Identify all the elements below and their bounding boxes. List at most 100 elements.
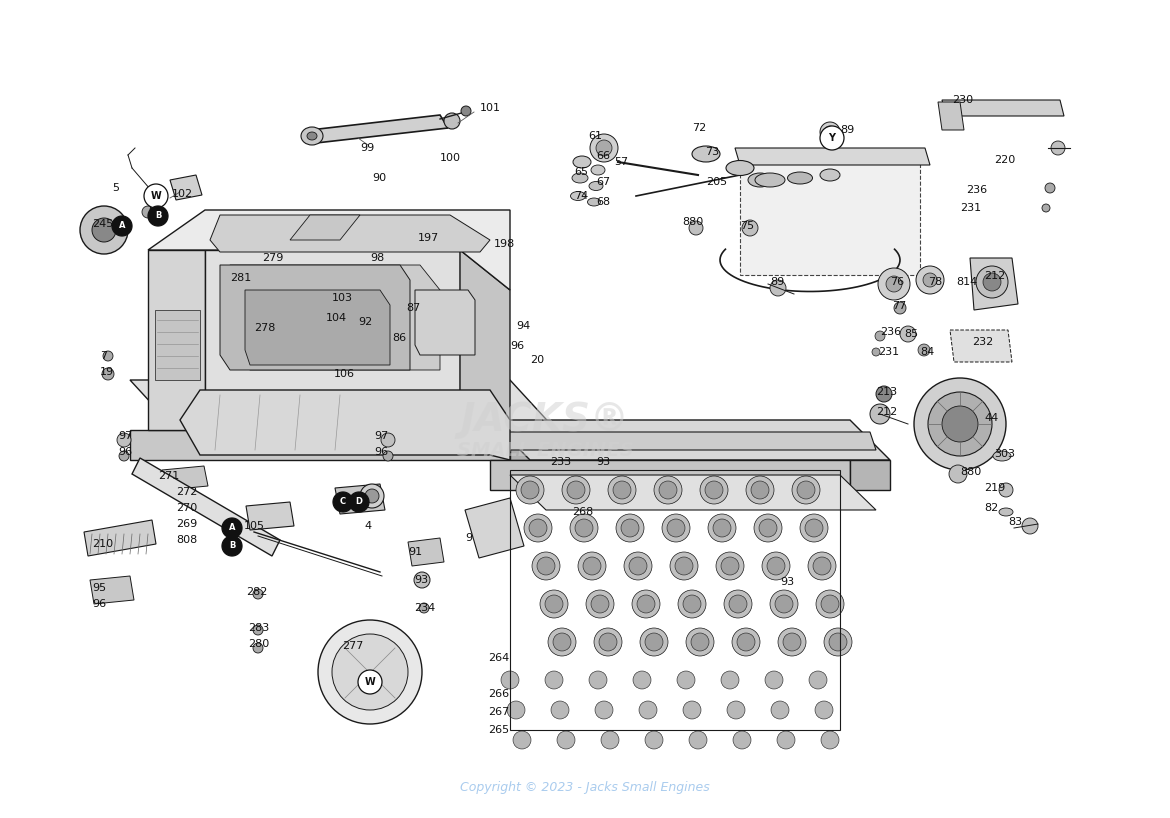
Circle shape xyxy=(708,514,736,542)
Circle shape xyxy=(824,126,837,138)
Circle shape xyxy=(770,590,798,618)
Circle shape xyxy=(923,273,937,287)
Circle shape xyxy=(821,595,839,613)
Polygon shape xyxy=(510,475,876,510)
Circle shape xyxy=(414,572,431,588)
Circle shape xyxy=(599,633,617,651)
Circle shape xyxy=(813,557,831,575)
Text: 74: 74 xyxy=(574,191,589,201)
Circle shape xyxy=(872,348,880,356)
Ellipse shape xyxy=(571,191,585,200)
Text: 220: 220 xyxy=(994,155,1016,165)
Circle shape xyxy=(830,633,847,651)
Polygon shape xyxy=(209,215,490,252)
Text: 86: 86 xyxy=(392,333,406,343)
Circle shape xyxy=(601,731,619,749)
Text: 233: 233 xyxy=(550,457,571,467)
Text: 230: 230 xyxy=(952,95,973,105)
Circle shape xyxy=(419,603,429,613)
Text: 231: 231 xyxy=(961,203,982,213)
Circle shape xyxy=(870,404,890,424)
Circle shape xyxy=(512,731,531,749)
Ellipse shape xyxy=(691,146,720,162)
Polygon shape xyxy=(460,250,510,430)
Text: SMALL ENGINES: SMALL ENGINES xyxy=(456,441,633,460)
Polygon shape xyxy=(849,460,890,490)
Text: 96: 96 xyxy=(118,447,132,457)
Text: 100: 100 xyxy=(440,153,461,163)
Circle shape xyxy=(545,595,563,613)
Circle shape xyxy=(746,476,775,504)
Polygon shape xyxy=(245,290,390,365)
Circle shape xyxy=(253,589,263,599)
Circle shape xyxy=(820,122,840,142)
Circle shape xyxy=(383,451,393,461)
Circle shape xyxy=(729,595,746,613)
Circle shape xyxy=(778,628,806,656)
Circle shape xyxy=(949,465,966,483)
Circle shape xyxy=(721,557,739,575)
Text: 808: 808 xyxy=(176,535,198,545)
Circle shape xyxy=(770,280,786,296)
Text: 98: 98 xyxy=(370,253,384,263)
Text: 67: 67 xyxy=(596,177,610,187)
Text: 57: 57 xyxy=(614,157,628,167)
Text: 245: 245 xyxy=(92,219,113,229)
Circle shape xyxy=(886,276,902,292)
Circle shape xyxy=(103,351,113,361)
Ellipse shape xyxy=(787,172,812,184)
Circle shape xyxy=(333,492,353,512)
Circle shape xyxy=(815,590,844,618)
Circle shape xyxy=(775,595,793,613)
Text: 264: 264 xyxy=(488,653,509,663)
Text: 106: 106 xyxy=(333,369,355,379)
Circle shape xyxy=(586,590,614,618)
Circle shape xyxy=(461,106,472,116)
Circle shape xyxy=(596,140,612,156)
Polygon shape xyxy=(147,250,205,430)
Circle shape xyxy=(570,514,598,542)
Text: 90: 90 xyxy=(372,173,386,183)
Circle shape xyxy=(147,206,168,226)
Text: 270: 270 xyxy=(176,503,198,513)
Text: 83: 83 xyxy=(1009,517,1023,527)
Text: 9: 9 xyxy=(464,533,473,543)
Circle shape xyxy=(777,731,794,749)
Circle shape xyxy=(721,671,739,689)
Text: 87: 87 xyxy=(406,303,420,313)
Circle shape xyxy=(713,519,731,537)
Circle shape xyxy=(821,731,839,749)
Circle shape xyxy=(683,595,701,613)
Text: 272: 272 xyxy=(176,487,198,497)
Circle shape xyxy=(332,634,408,710)
Circle shape xyxy=(900,326,916,342)
Circle shape xyxy=(567,481,585,499)
Ellipse shape xyxy=(591,165,605,175)
Circle shape xyxy=(751,481,769,499)
Polygon shape xyxy=(735,148,930,165)
Circle shape xyxy=(594,628,622,656)
Text: 95: 95 xyxy=(92,583,106,593)
Circle shape xyxy=(753,514,782,542)
Text: A: A xyxy=(118,222,125,231)
Text: 236: 236 xyxy=(880,327,901,337)
Circle shape xyxy=(742,220,758,236)
Circle shape xyxy=(532,552,560,580)
Text: 231: 231 xyxy=(878,347,899,357)
Circle shape xyxy=(1023,518,1038,534)
Text: 213: 213 xyxy=(876,387,897,397)
Circle shape xyxy=(92,218,116,242)
Circle shape xyxy=(824,628,852,656)
Polygon shape xyxy=(170,175,202,200)
Circle shape xyxy=(683,701,701,719)
Text: 89: 89 xyxy=(770,277,784,287)
Text: 5: 5 xyxy=(112,183,119,193)
Polygon shape xyxy=(408,538,443,566)
Circle shape xyxy=(689,221,703,235)
Text: 44: 44 xyxy=(984,413,998,423)
Circle shape xyxy=(700,476,728,504)
Circle shape xyxy=(144,184,168,208)
Circle shape xyxy=(878,268,910,300)
Circle shape xyxy=(562,476,590,504)
Text: 268: 268 xyxy=(572,507,593,517)
